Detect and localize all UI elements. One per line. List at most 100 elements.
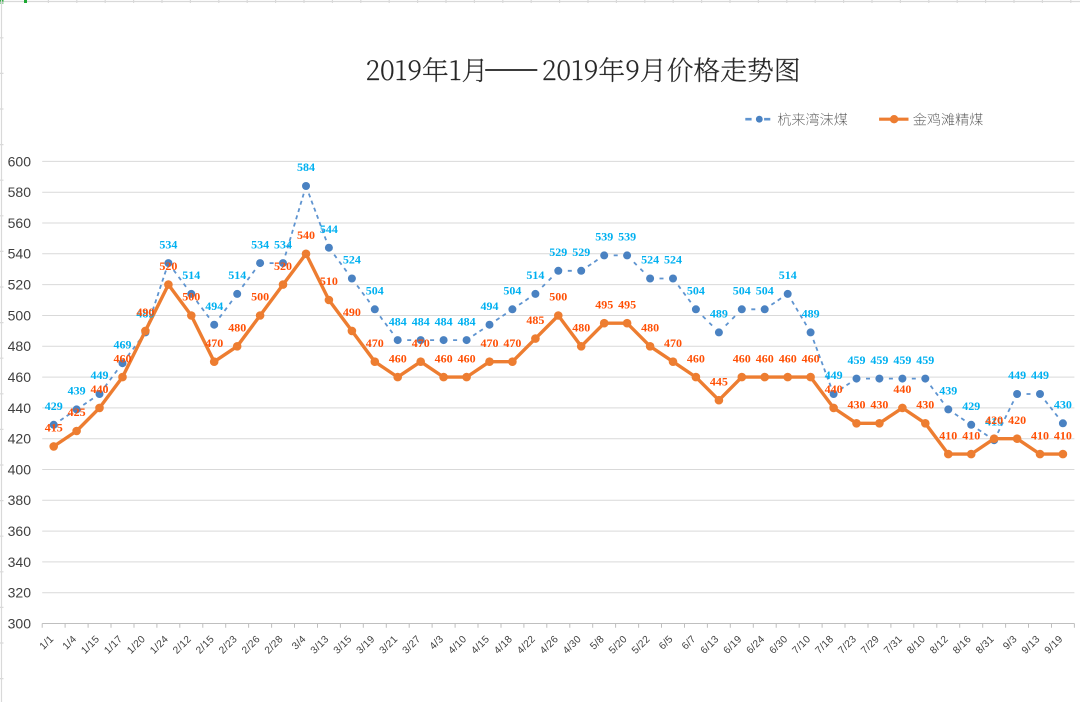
svg-text:484: 484 bbox=[389, 314, 407, 328]
svg-text:440: 440 bbox=[8, 400, 32, 416]
svg-text:534: 534 bbox=[274, 237, 292, 251]
svg-text:415: 415 bbox=[45, 421, 63, 435]
svg-text:410: 410 bbox=[962, 428, 980, 442]
svg-text:584: 584 bbox=[297, 160, 315, 174]
svg-text:449: 449 bbox=[1008, 368, 1026, 382]
svg-text:469: 469 bbox=[114, 337, 132, 351]
svg-text:470: 470 bbox=[481, 336, 499, 350]
svg-text:534: 534 bbox=[159, 237, 177, 251]
svg-text:480: 480 bbox=[228, 321, 246, 335]
svg-text:500: 500 bbox=[251, 290, 269, 304]
svg-text:504: 504 bbox=[687, 284, 705, 298]
svg-text:440: 440 bbox=[893, 382, 911, 396]
svg-text:494: 494 bbox=[205, 299, 223, 313]
svg-text:560: 560 bbox=[8, 215, 32, 231]
svg-text:470: 470 bbox=[366, 336, 384, 350]
svg-text:439: 439 bbox=[939, 384, 957, 398]
svg-text:460: 460 bbox=[458, 351, 476, 365]
svg-text:495: 495 bbox=[595, 297, 613, 311]
svg-text:420: 420 bbox=[985, 413, 1003, 427]
svg-text:460: 460 bbox=[779, 351, 797, 365]
svg-text:600: 600 bbox=[8, 153, 32, 169]
svg-text:420: 420 bbox=[1008, 413, 1026, 427]
svg-text:489: 489 bbox=[710, 307, 728, 321]
svg-text:504: 504 bbox=[366, 284, 384, 298]
svg-text:419: 419 bbox=[985, 414, 1003, 428]
svg-text:449: 449 bbox=[1031, 368, 1049, 382]
svg-text:534: 534 bbox=[251, 237, 269, 251]
svg-text:430: 430 bbox=[916, 398, 934, 412]
svg-text:514: 514 bbox=[182, 268, 200, 282]
svg-text:429: 429 bbox=[45, 399, 63, 413]
svg-text:520: 520 bbox=[274, 259, 292, 273]
svg-text:420: 420 bbox=[8, 431, 32, 447]
svg-text:429: 429 bbox=[962, 399, 980, 413]
svg-text:495: 495 bbox=[618, 297, 636, 311]
svg-text:459: 459 bbox=[893, 353, 911, 367]
svg-text:460: 460 bbox=[687, 351, 705, 365]
svg-text:300: 300 bbox=[8, 615, 32, 631]
svg-text:520: 520 bbox=[159, 259, 177, 273]
svg-text:480: 480 bbox=[572, 321, 590, 335]
svg-text:449: 449 bbox=[825, 368, 843, 382]
svg-text:445: 445 bbox=[710, 374, 728, 388]
svg-text:489: 489 bbox=[136, 307, 154, 321]
svg-text:460: 460 bbox=[802, 351, 820, 365]
svg-text:500: 500 bbox=[549, 290, 567, 304]
svg-text:430: 430 bbox=[870, 398, 888, 412]
svg-text:540: 540 bbox=[297, 228, 315, 242]
svg-text:490: 490 bbox=[343, 305, 361, 319]
svg-text:410: 410 bbox=[939, 428, 957, 442]
svg-text:459: 459 bbox=[916, 353, 934, 367]
svg-text:449: 449 bbox=[91, 368, 109, 382]
svg-text:514: 514 bbox=[228, 268, 246, 282]
svg-text:480: 480 bbox=[8, 338, 32, 354]
svg-text:520: 520 bbox=[8, 277, 32, 293]
svg-text:539: 539 bbox=[595, 230, 613, 244]
svg-text:504: 504 bbox=[756, 284, 774, 298]
svg-text:490: 490 bbox=[136, 305, 154, 319]
svg-text:460: 460 bbox=[114, 351, 132, 365]
svg-text:539: 539 bbox=[618, 230, 636, 244]
svg-text:510: 510 bbox=[320, 274, 338, 288]
svg-text:470: 470 bbox=[412, 336, 430, 350]
svg-text:484: 484 bbox=[458, 314, 476, 328]
svg-text:410: 410 bbox=[1031, 428, 1049, 442]
svg-text:460: 460 bbox=[435, 351, 453, 365]
svg-text:580: 580 bbox=[8, 184, 32, 200]
svg-text:504: 504 bbox=[503, 284, 521, 298]
svg-text:439: 439 bbox=[68, 384, 86, 398]
svg-text:524: 524 bbox=[641, 253, 659, 267]
svg-text:430: 430 bbox=[848, 398, 866, 412]
svg-text:440: 440 bbox=[825, 382, 843, 396]
svg-text:410: 410 bbox=[1054, 428, 1072, 442]
svg-text:484: 484 bbox=[435, 314, 453, 328]
svg-text:425: 425 bbox=[68, 405, 86, 419]
svg-text:500: 500 bbox=[182, 290, 200, 304]
svg-text:430: 430 bbox=[1054, 398, 1072, 412]
svg-text:470: 470 bbox=[664, 336, 682, 350]
svg-text:500: 500 bbox=[8, 307, 32, 323]
svg-text:529: 529 bbox=[549, 245, 567, 259]
svg-text:460: 460 bbox=[389, 351, 407, 365]
svg-text:460: 460 bbox=[756, 351, 774, 365]
svg-text:380: 380 bbox=[8, 492, 32, 508]
svg-text:400: 400 bbox=[8, 461, 32, 477]
svg-text:459: 459 bbox=[870, 353, 888, 367]
svg-text:514: 514 bbox=[526, 268, 544, 282]
svg-text:504: 504 bbox=[733, 284, 751, 298]
svg-text:360: 360 bbox=[8, 523, 32, 539]
svg-text:544: 544 bbox=[320, 222, 338, 236]
svg-text:489: 489 bbox=[802, 307, 820, 321]
svg-text:494: 494 bbox=[481, 299, 499, 313]
svg-text:340: 340 bbox=[8, 554, 32, 570]
svg-text:514: 514 bbox=[779, 268, 797, 282]
svg-text:524: 524 bbox=[664, 253, 682, 267]
svg-text:470: 470 bbox=[205, 336, 223, 350]
svg-text:470: 470 bbox=[503, 336, 521, 350]
svg-text:460: 460 bbox=[733, 351, 751, 365]
svg-text:484: 484 bbox=[412, 314, 430, 328]
svg-text:320: 320 bbox=[8, 585, 32, 601]
svg-text:485: 485 bbox=[526, 313, 544, 327]
svg-text:440: 440 bbox=[91, 382, 109, 396]
